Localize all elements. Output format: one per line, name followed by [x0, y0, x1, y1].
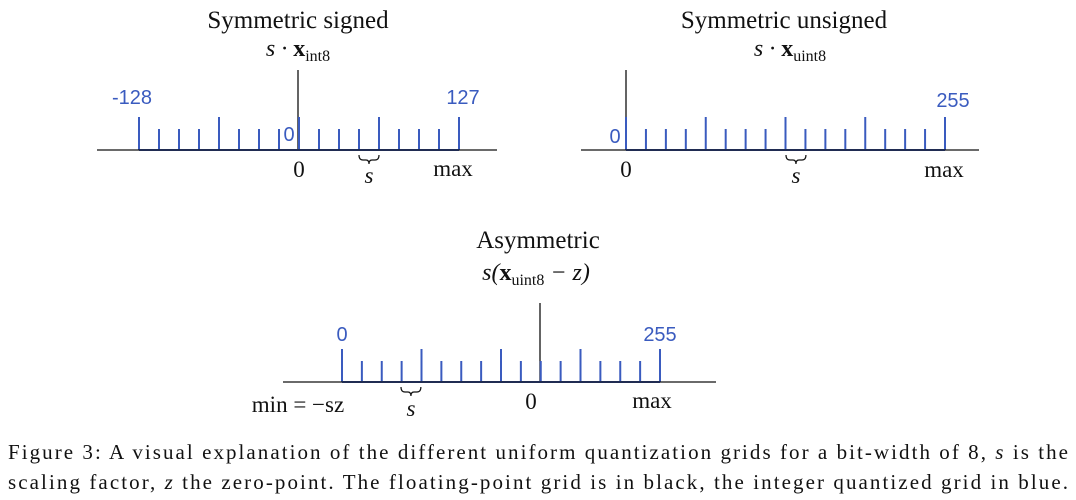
grid-label: 0: [336, 324, 347, 346]
grid-label: 255: [643, 324, 676, 346]
float-label: 0: [525, 389, 537, 414]
formula: s(xuint8 − z): [482, 260, 590, 289]
grid-label: 255: [936, 90, 969, 112]
grid-label: -128: [112, 87, 152, 109]
panel-title: Symmetric unsigned: [681, 7, 888, 34]
float-label: s: [407, 396, 416, 421]
float-label: 0: [293, 157, 305, 182]
step-brace: [358, 154, 380, 165]
float-label: max: [433, 156, 473, 181]
caption: Figure 3: A visual explanation of the di…: [8, 440, 1068, 464]
grid-label: 127: [446, 87, 479, 109]
float-label: max: [632, 388, 672, 413]
step-brace: [785, 154, 807, 165]
step-brace: [400, 386, 422, 397]
float-label: max: [924, 157, 964, 182]
float-label: 0: [620, 157, 632, 182]
float-label: min = −sz: [252, 392, 344, 417]
formula: s · xuint8: [754, 36, 826, 65]
float-label: s: [365, 163, 374, 188]
panel-title: Symmetric signed: [207, 7, 389, 34]
panel-title: Asymmetric: [476, 227, 600, 254]
caption: scaling factor, z the zero-point. The fl…: [8, 470, 1068, 494]
formula: s · xint8: [266, 36, 330, 65]
grid-label: 0: [283, 124, 294, 146]
float-label: s: [792, 163, 801, 188]
grid-label: 0: [609, 126, 620, 148]
